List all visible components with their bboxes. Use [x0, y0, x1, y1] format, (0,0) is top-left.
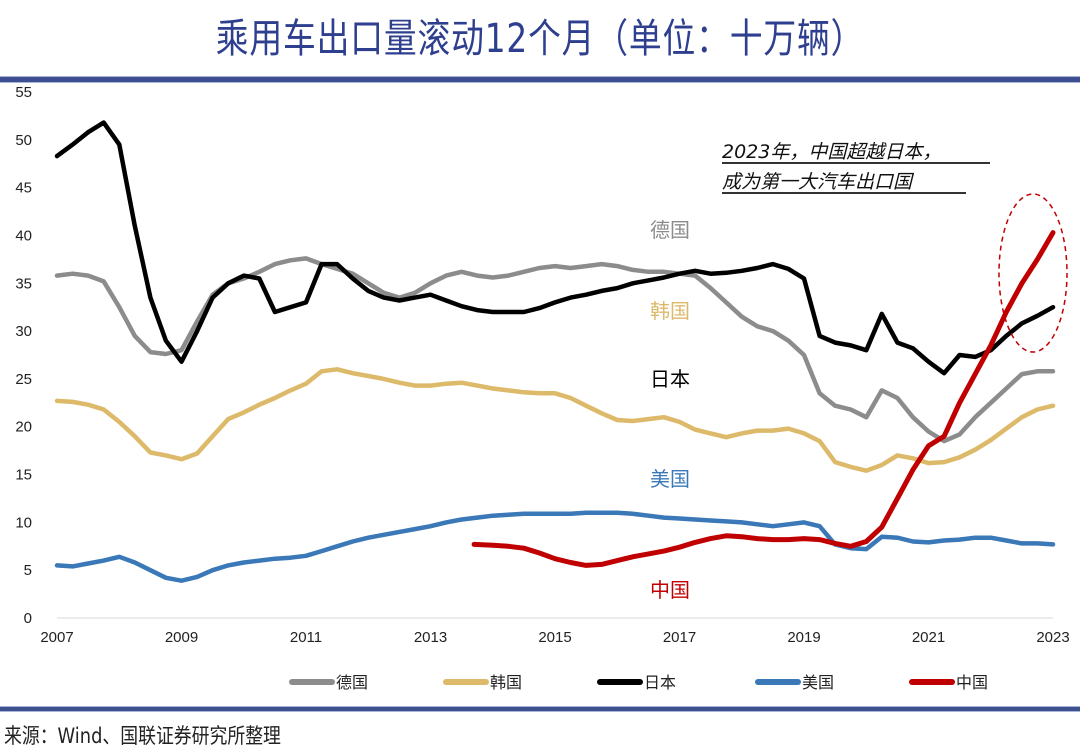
y-tick-label: 30 [15, 323, 32, 340]
y-tick-label: 10 [15, 514, 32, 531]
annotation-line-1: 2023年，中国超越日本， [722, 141, 941, 163]
series-line-1 [54, 367, 1056, 473]
line-chart: 0 5 10 15 20 25 30 35 40 45 50 55 2007 2009 2011 2013 20… [15, 84, 1069, 692]
legend-item-2: 日本 [597, 673, 676, 692]
annotation-line-2: 成为第一大汽车出口国 [722, 171, 915, 193]
legend-label: 韩国 [490, 673, 522, 692]
x-tick-label: 2021 [912, 629, 945, 646]
inline-label-1: 韩国 [650, 299, 690, 323]
x-tick-label: 2011 [290, 629, 322, 646]
x-tick-label: 2007 [40, 629, 73, 646]
x-tick-label: 2017 [663, 629, 696, 646]
series-line-2 [54, 120, 1056, 376]
series-line-4 [471, 230, 1056, 568]
y-tick-label: 50 [15, 132, 32, 149]
legend: 德国 韩国 日本 美国 中国 [289, 673, 988, 692]
footer-divider [0, 706, 1080, 712]
series-group [54, 120, 1056, 583]
y-tick-label: 25 [15, 371, 32, 388]
series-line-0 [54, 256, 1056, 444]
x-tick-label: 2009 [165, 629, 198, 646]
legend-item-0: 德国 [289, 673, 368, 692]
inline-label-0: 德国 [650, 218, 690, 242]
y-tick-label: 45 [15, 180, 32, 197]
x-tick-label: 2015 [538, 629, 571, 646]
y-tick-label: 55 [15, 84, 32, 101]
x-tick-label: 2023 [1036, 629, 1069, 646]
y-tick-label: 35 [15, 275, 32, 292]
x-tick-label: 2019 [787, 629, 820, 646]
legend-item-3: 美国 [755, 673, 834, 692]
y-tick-label: 5 [24, 562, 32, 579]
legend-label: 中国 [956, 673, 988, 692]
x-tick-label: 2013 [414, 629, 447, 646]
legend-label: 美国 [802, 673, 834, 692]
legend-item-1: 韩国 [443, 673, 522, 692]
y-tick-label: 40 [15, 227, 32, 244]
axes: 0 5 10 15 20 25 30 35 40 45 50 55 2007 2009 2011 2013 20… [15, 84, 1069, 646]
highlight-ellipse [998, 193, 1068, 353]
source-note: 来源：Wind、国联证券研究所整理 [4, 724, 281, 748]
y-tick-label: 20 [15, 419, 32, 436]
series-line-3 [54, 510, 1056, 583]
header-divider [0, 76, 1080, 83]
legend-label: 日本 [644, 673, 676, 692]
chart-title: 乘用车出口量滚动12个月（单位：十万辆） [215, 16, 865, 62]
annotation: 2023年，中国超越日本， 成为第一大汽车出口国 [722, 141, 1068, 353]
inline-label-4: 中国 [650, 578, 690, 602]
legend-label: 德国 [336, 673, 368, 692]
inline-label-2: 日本 [650, 367, 690, 391]
y-tick-label: 0 [24, 610, 32, 627]
inline-label-3: 美国 [650, 467, 690, 491]
y-tick-label: 15 [15, 467, 32, 484]
legend-item-4: 中国 [909, 673, 988, 692]
